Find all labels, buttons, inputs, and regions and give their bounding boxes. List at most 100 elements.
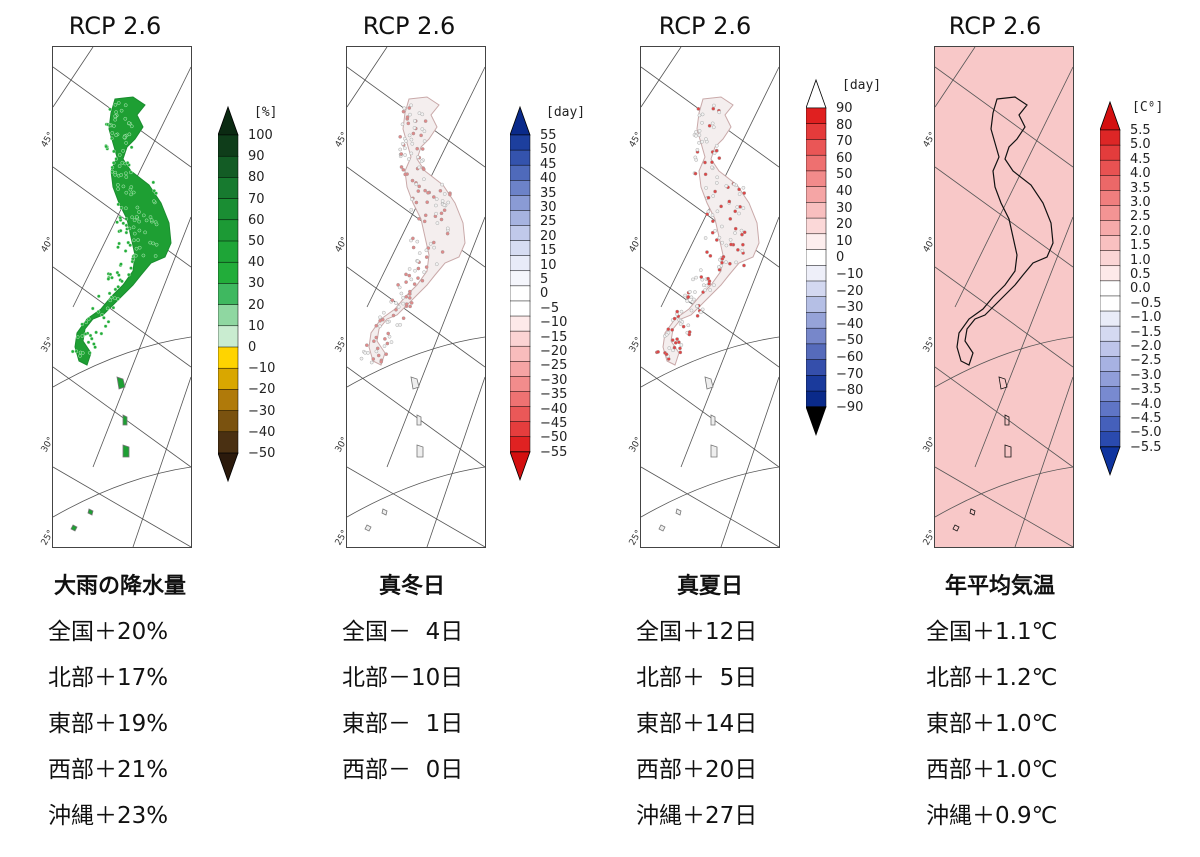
station-dot	[688, 289, 692, 294]
station-dot	[86, 340, 91, 345]
station-dot	[706, 276, 710, 281]
station-dot	[118, 215, 123, 220]
colorbar-tick-label: −20	[836, 283, 864, 299]
station-dot	[129, 145, 134, 150]
colorbar-top-arrow	[510, 105, 531, 136]
station-dot	[386, 331, 391, 336]
colorbar-tick-label: 90	[248, 149, 265, 165]
station-dot	[116, 297, 120, 301]
colorbar-tick-label: 0.0	[1130, 281, 1151, 297]
station-dot	[423, 188, 427, 193]
colorbar-graphic	[510, 105, 531, 481]
station-dot	[713, 189, 717, 194]
region-value: ＋19%	[94, 711, 169, 737]
station-dot	[116, 101, 121, 105]
graticule-line	[641, 47, 682, 108]
station-dot	[396, 283, 400, 287]
colorbar-tick-label: 50	[540, 142, 557, 158]
station-dot	[715, 181, 719, 185]
station-dot	[121, 149, 125, 153]
colorbar-tick-label: 80	[248, 170, 265, 186]
station-dot	[404, 294, 409, 299]
region-value: －10日	[388, 665, 464, 691]
region-value: ＋23%	[94, 803, 169, 829]
station-dot	[741, 206, 746, 210]
station-dot	[119, 262, 123, 266]
station-dot	[402, 106, 407, 111]
station-dot	[124, 217, 129, 221]
colorbar-segment	[806, 390, 827, 408]
colorbar-tick-label: 30	[540, 200, 557, 215]
station-dot	[417, 184, 421, 189]
station-dot	[378, 315, 382, 320]
colorbar-segment	[510, 285, 531, 302]
station-dot	[401, 301, 405, 306]
island-outline	[952, 524, 960, 532]
station-dot	[695, 304, 700, 309]
colorbar-segment	[218, 155, 239, 178]
region-value: ＋20%	[94, 619, 169, 645]
station-dot	[699, 275, 704, 279]
station-dot	[70, 349, 75, 354]
station-dot	[127, 226, 132, 231]
station-dot	[116, 202, 121, 207]
station-dot	[724, 243, 729, 248]
station-dot	[371, 357, 376, 361]
colorbar-segment	[806, 202, 827, 219]
colorbar-segment	[1100, 401, 1121, 418]
station-dot	[741, 185, 746, 190]
region-name: 全国	[926, 619, 972, 645]
map-annual-temp	[934, 46, 1074, 548]
panel-scenario-title: RCP 2.6	[948, 12, 1042, 40]
colorbar-segment	[1100, 265, 1121, 282]
station-dot	[712, 151, 717, 155]
station-dot	[114, 110, 118, 114]
station-dot	[416, 189, 421, 193]
colorbar-tick-label: −30	[836, 300, 864, 316]
station-dot	[411, 236, 415, 241]
graticule-line	[974, 216, 1073, 468]
colorbar-tick-label: −30	[248, 403, 276, 419]
station-dot	[700, 307, 705, 312]
station-dot	[733, 209, 737, 214]
station-dot	[415, 259, 420, 263]
colorbar-segment	[1100, 310, 1121, 327]
station-dot	[415, 239, 420, 244]
island-outline	[675, 508, 682, 516]
colorbar-tick-label: −4.5	[1130, 411, 1162, 426]
colorbar-tick-label: −40	[540, 401, 568, 417]
station-dot	[120, 279, 124, 284]
colorbar-tick-label: −5	[540, 300, 560, 316]
station-dot	[391, 313, 396, 318]
station-dot	[114, 133, 118, 137]
station-dot	[733, 226, 738, 231]
colorbar-segment	[806, 249, 827, 266]
colorbar-segment	[510, 164, 531, 181]
station-dot	[728, 261, 732, 266]
station-dot	[378, 324, 382, 329]
colorbar-bottom-arrow	[1100, 446, 1121, 476]
panel-winter-days: RCP 2.6 45° 40° 35° 30° 25° [day] 55 50 45 40 35 3…	[298, 0, 598, 857]
station-dot	[379, 359, 384, 364]
station-dot	[124, 141, 128, 145]
region-row: 沖縄＋27日	[636, 796, 757, 830]
island-outline	[416, 414, 422, 426]
map-winter-days	[346, 46, 486, 548]
colorbar-tick-label: −10	[248, 361, 276, 377]
island-outline	[710, 444, 718, 458]
station-dot	[108, 107, 112, 112]
station-dot	[703, 288, 707, 292]
station-dot	[409, 151, 414, 156]
graticule-line	[935, 366, 1073, 468]
colorbar-tick-label: −5.0	[1130, 425, 1162, 441]
region-value: － 1日	[388, 711, 464, 737]
region-row: 全国－ 4日	[342, 612, 463, 646]
station-dot	[675, 309, 680, 314]
station-dot	[115, 270, 120, 275]
station-dot	[697, 133, 702, 137]
station-dot	[720, 240, 724, 245]
station-dot	[439, 217, 444, 222]
station-dot	[678, 350, 683, 355]
station-dot	[710, 160, 714, 164]
graticule-line	[92, 216, 191, 468]
